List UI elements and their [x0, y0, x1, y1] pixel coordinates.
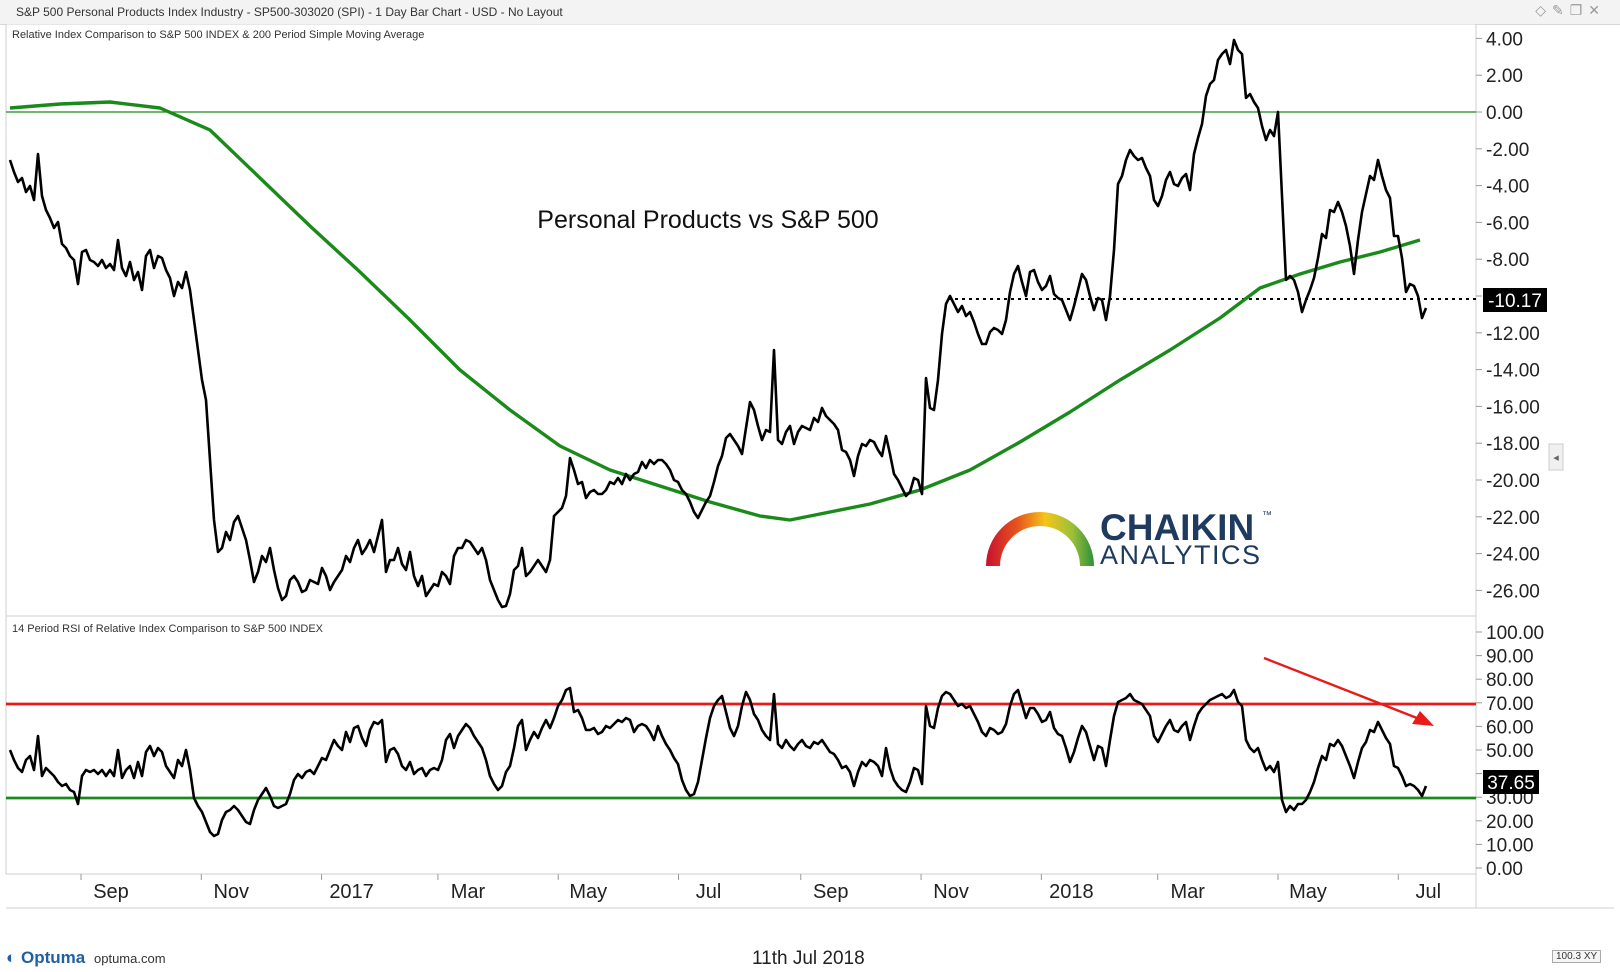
lower-rsi-axis: 100.0090.0080.0070.0060.0050.0030.0020.0…	[1476, 623, 1544, 880]
chart-canvas[interactable]: ◂ Relative Index Comparison to S&P 500 I…	[0, 24, 1620, 944]
optuma-logo[interactable]: ◐ Optuma	[6, 948, 86, 967]
last-value-label: -10.17	[1488, 291, 1542, 312]
y-tick-label: -12.00	[1486, 324, 1540, 345]
window-controls: ◇✎❐✕	[1535, 2, 1606, 19]
window-title: S&P 500 Personal Products Index Industry…	[16, 5, 563, 19]
upper-price-axis: 4.002.000.00-2.00-4.00-6.00-8.00-10.00-1…	[1476, 29, 1540, 602]
zoom-suffix: XY	[1583, 951, 1598, 962]
x-tick-label: May	[1289, 881, 1327, 903]
window-titlebar: S&P 500 Personal Products Index Industry…	[0, 0, 1620, 25]
x-tick-label: Mar	[1170, 881, 1205, 903]
rsi-tick-label: 60.00	[1486, 717, 1534, 738]
y-tick-label: -20.00	[1486, 471, 1540, 492]
y-tick-label: -26.00	[1486, 581, 1540, 602]
rsi-tick-label: 100.00	[1486, 623, 1544, 644]
chart-annotation: Personal Products vs S&P 500	[537, 206, 878, 234]
upper-panel-title: Relative Index Comparison to S&P 500 IND…	[12, 29, 424, 41]
x-tick-label: Nov	[933, 881, 969, 903]
restore-icon[interactable]: ❐	[1569, 2, 1589, 18]
side-panel-toggle[interactable]	[1548, 443, 1564, 471]
diamond-icon[interactable]: ◇	[1535, 2, 1552, 18]
rsi-value-label: 37.65	[1487, 773, 1535, 794]
rsi-tick-label: 0.00	[1486, 859, 1523, 880]
rsi-line	[8, 686, 1428, 838]
y-tick-label: -4.00	[1486, 177, 1529, 198]
brand-text: Optuma	[21, 948, 86, 967]
y-tick-label: -2.00	[1486, 140, 1529, 161]
y-tick-label: 0.00	[1486, 103, 1523, 124]
rsi-value-badge	[1483, 770, 1539, 794]
site-link[interactable]: optuma.com	[94, 951, 166, 966]
y-tick-label: 2.00	[1486, 66, 1523, 87]
x-tick-label: Jul	[696, 881, 722, 903]
last-value-badge	[1483, 288, 1547, 312]
logo-subtitle: ANALYTICS	[1100, 540, 1262, 570]
trend-arrow	[1263, 656, 1434, 726]
rsi-tick-label: 20.00	[1486, 812, 1534, 833]
zoom-value: 100.3	[1556, 951, 1582, 962]
gauge-icon	[986, 512, 1094, 566]
relative-index-line	[8, 38, 1428, 609]
sma-200-line	[9, 100, 1421, 522]
y-tick-label: -16.00	[1486, 397, 1540, 418]
zoom-control[interactable]: 100.3 XY	[1552, 950, 1602, 963]
chaikin-logo: CHAIKIN ™ ANALYTICS	[986, 507, 1272, 570]
rsi-tick-label: 10.00	[1486, 835, 1534, 856]
x-tick-label: Sep	[813, 881, 849, 903]
current-date: 11th Jul 2018	[752, 948, 865, 969]
y-tick-label: -18.00	[1486, 434, 1540, 455]
x-tick-label: Mar	[451, 881, 486, 903]
x-tick-label: 2017	[329, 881, 374, 903]
chevron-left-icon: ◂	[1553, 452, 1559, 464]
date-axis: Sep Nov 2017 Mar May Jul Sep Nov 2018 Mar May Jul	[80, 874, 1441, 903]
x-tick-label: Sep	[93, 881, 129, 903]
lower-panel-title: 14 Period RSI of Relative Index Comparis…	[12, 623, 324, 635]
y-tick-label: -6.00	[1486, 213, 1529, 234]
logo-tm: ™	[1262, 510, 1272, 521]
x-tick-label: Jul	[1415, 881, 1441, 903]
plot-frame	[5, 24, 1477, 875]
close-icon[interactable]: ✕	[1588, 2, 1606, 18]
footer: ◐ Optuma optuma.com 11th Jul 2018 100.3 …	[0, 944, 1620, 972]
y-tick-label: 4.00	[1486, 29, 1523, 50]
x-tick-label: Nov	[213, 881, 249, 903]
rsi-tick-label: 50.00	[1486, 741, 1534, 762]
logo-name: CHAIKIN	[1100, 507, 1254, 548]
x-tick-label: May	[569, 881, 607, 903]
rsi-tick-label: 70.00	[1486, 694, 1534, 715]
y-tick-label: -8.00	[1486, 250, 1529, 271]
x-tick-label: 2018	[1049, 881, 1094, 903]
rsi-tick-label: 90.00	[1486, 647, 1534, 668]
pin-icon[interactable]: ✎	[1551, 2, 1570, 18]
y-tick-label: -14.00	[1486, 361, 1540, 382]
y-tick-label: -22.00	[1486, 508, 1540, 529]
rsi-tick-label: 80.00	[1486, 670, 1534, 691]
y-tick-label: -24.00	[1486, 545, 1540, 566]
